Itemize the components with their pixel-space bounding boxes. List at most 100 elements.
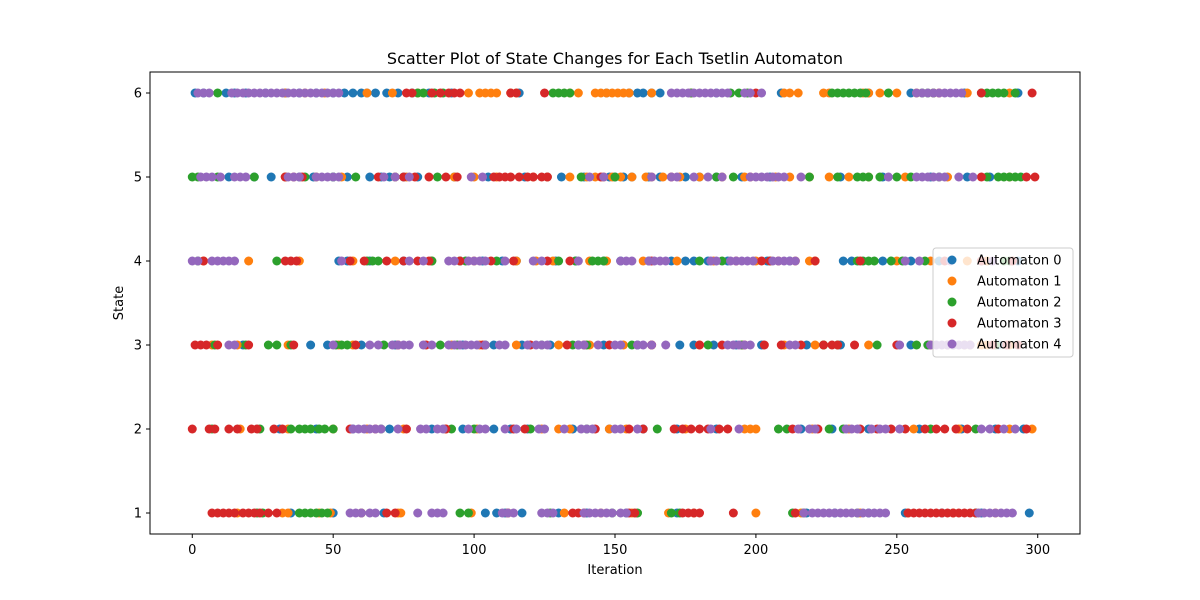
series-4-point xyxy=(500,424,510,434)
series-4-point xyxy=(717,172,727,182)
series-3-point xyxy=(390,508,400,518)
series-3-point xyxy=(441,172,451,182)
series-4-point xyxy=(757,88,767,98)
series-4-point xyxy=(881,508,891,518)
series-3-point xyxy=(759,340,769,350)
series-1-point xyxy=(892,88,902,98)
series-1-point xyxy=(751,424,761,434)
series-2-point xyxy=(869,256,879,266)
x-tick-label: 50 xyxy=(325,543,342,558)
series-4-point xyxy=(621,508,631,518)
series-4-point xyxy=(985,424,995,434)
x-tick-label: 100 xyxy=(462,543,487,558)
series-4-point xyxy=(542,340,552,350)
series-4-point xyxy=(616,340,626,350)
series-1-point xyxy=(463,88,473,98)
series-4-point xyxy=(638,340,648,350)
series-2-point xyxy=(286,424,296,434)
series-4-point xyxy=(895,424,905,434)
series-3-point xyxy=(224,424,234,434)
series-4-point xyxy=(593,340,603,350)
series-1-point xyxy=(559,508,569,518)
legend-label-1: Automaton 1 xyxy=(977,275,1062,290)
series-3-point xyxy=(562,340,572,350)
series-0-point xyxy=(878,256,888,266)
series-4-point xyxy=(528,256,538,266)
series-2-point xyxy=(342,340,352,350)
series-4-point xyxy=(334,88,344,98)
series-3-point xyxy=(263,508,273,518)
series-4-point xyxy=(573,256,583,266)
series-1-point xyxy=(810,340,820,350)
legend-marker-0 xyxy=(947,255,957,265)
points-layer xyxy=(187,88,1040,518)
series-4-point xyxy=(633,424,643,434)
series-2-point xyxy=(306,424,316,434)
series-3-point xyxy=(435,88,445,98)
x-axis: 0 50 100 150 200 250 300 xyxy=(188,534,1050,558)
y-tick-label: 6 xyxy=(134,87,142,102)
series-3-point xyxy=(810,256,820,266)
series-4-point xyxy=(647,172,657,182)
series-4-point xyxy=(370,508,380,518)
series-4-point xyxy=(480,256,490,266)
series-4-point xyxy=(627,256,637,266)
series-4-point xyxy=(745,340,755,350)
series-4-point xyxy=(793,424,803,434)
series-3-point xyxy=(382,508,392,518)
series-4-point xyxy=(796,172,806,182)
series-4-point xyxy=(500,256,510,266)
chart-title: Scatter Plot of State Changes for Each T… xyxy=(387,49,843,68)
series-2-point xyxy=(1010,88,1020,98)
series-3-point xyxy=(382,256,392,266)
legend: Automaton 0 Automaton 1 Automaton 2 Automat… xyxy=(932,247,1074,358)
series-2-point xyxy=(463,508,473,518)
series-3-point xyxy=(669,424,679,434)
series-2-point xyxy=(703,340,713,350)
series-1-point xyxy=(283,508,293,518)
series-4-point xyxy=(404,256,414,266)
series-0-point xyxy=(480,508,490,518)
series-4-point xyxy=(204,88,214,98)
series-0-point xyxy=(655,88,665,98)
series-0-point xyxy=(556,172,566,182)
series-4-point xyxy=(466,172,476,182)
x-tick-label: 200 xyxy=(743,543,768,558)
series-3-point xyxy=(289,340,299,350)
series-3-point xyxy=(514,172,524,182)
series-2-point xyxy=(695,256,705,266)
series-4-point xyxy=(438,424,448,434)
series-4-point xyxy=(599,172,609,182)
series-4-point xyxy=(790,340,800,350)
series-2-point xyxy=(861,88,871,98)
series-2-point xyxy=(892,172,902,182)
series-4-point xyxy=(968,172,978,182)
series-1-point xyxy=(362,88,372,98)
series-3-point xyxy=(277,424,287,434)
legend-marker-4 xyxy=(947,339,957,349)
series-2-point xyxy=(565,88,575,98)
series-4-point xyxy=(478,172,488,182)
y-tick-label: 1 xyxy=(134,507,142,522)
series-3-point xyxy=(790,508,800,518)
series-4-point xyxy=(294,172,304,182)
series-4-point xyxy=(463,424,473,434)
series-3-point xyxy=(819,340,829,350)
series-0-point xyxy=(365,172,375,182)
series-4-point xyxy=(404,172,414,182)
series-1-point xyxy=(573,88,583,98)
series-3-point xyxy=(255,508,265,518)
series-3-point xyxy=(976,172,986,182)
series-3-point xyxy=(230,508,240,518)
series-4-point xyxy=(976,424,986,434)
series-3-point xyxy=(528,172,538,182)
series-3-point xyxy=(452,172,462,182)
series-4-point xyxy=(207,172,217,182)
series-2-point xyxy=(912,340,922,350)
series-1-point xyxy=(658,172,668,182)
series-3-point xyxy=(976,88,986,98)
series-3-point xyxy=(292,256,302,266)
series-0-point xyxy=(306,340,316,350)
series-2-point xyxy=(652,424,662,434)
series-4-point xyxy=(480,424,490,434)
